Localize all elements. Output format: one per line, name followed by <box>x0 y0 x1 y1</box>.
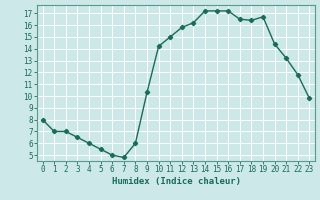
X-axis label: Humidex (Indice chaleur): Humidex (Indice chaleur) <box>111 177 241 186</box>
